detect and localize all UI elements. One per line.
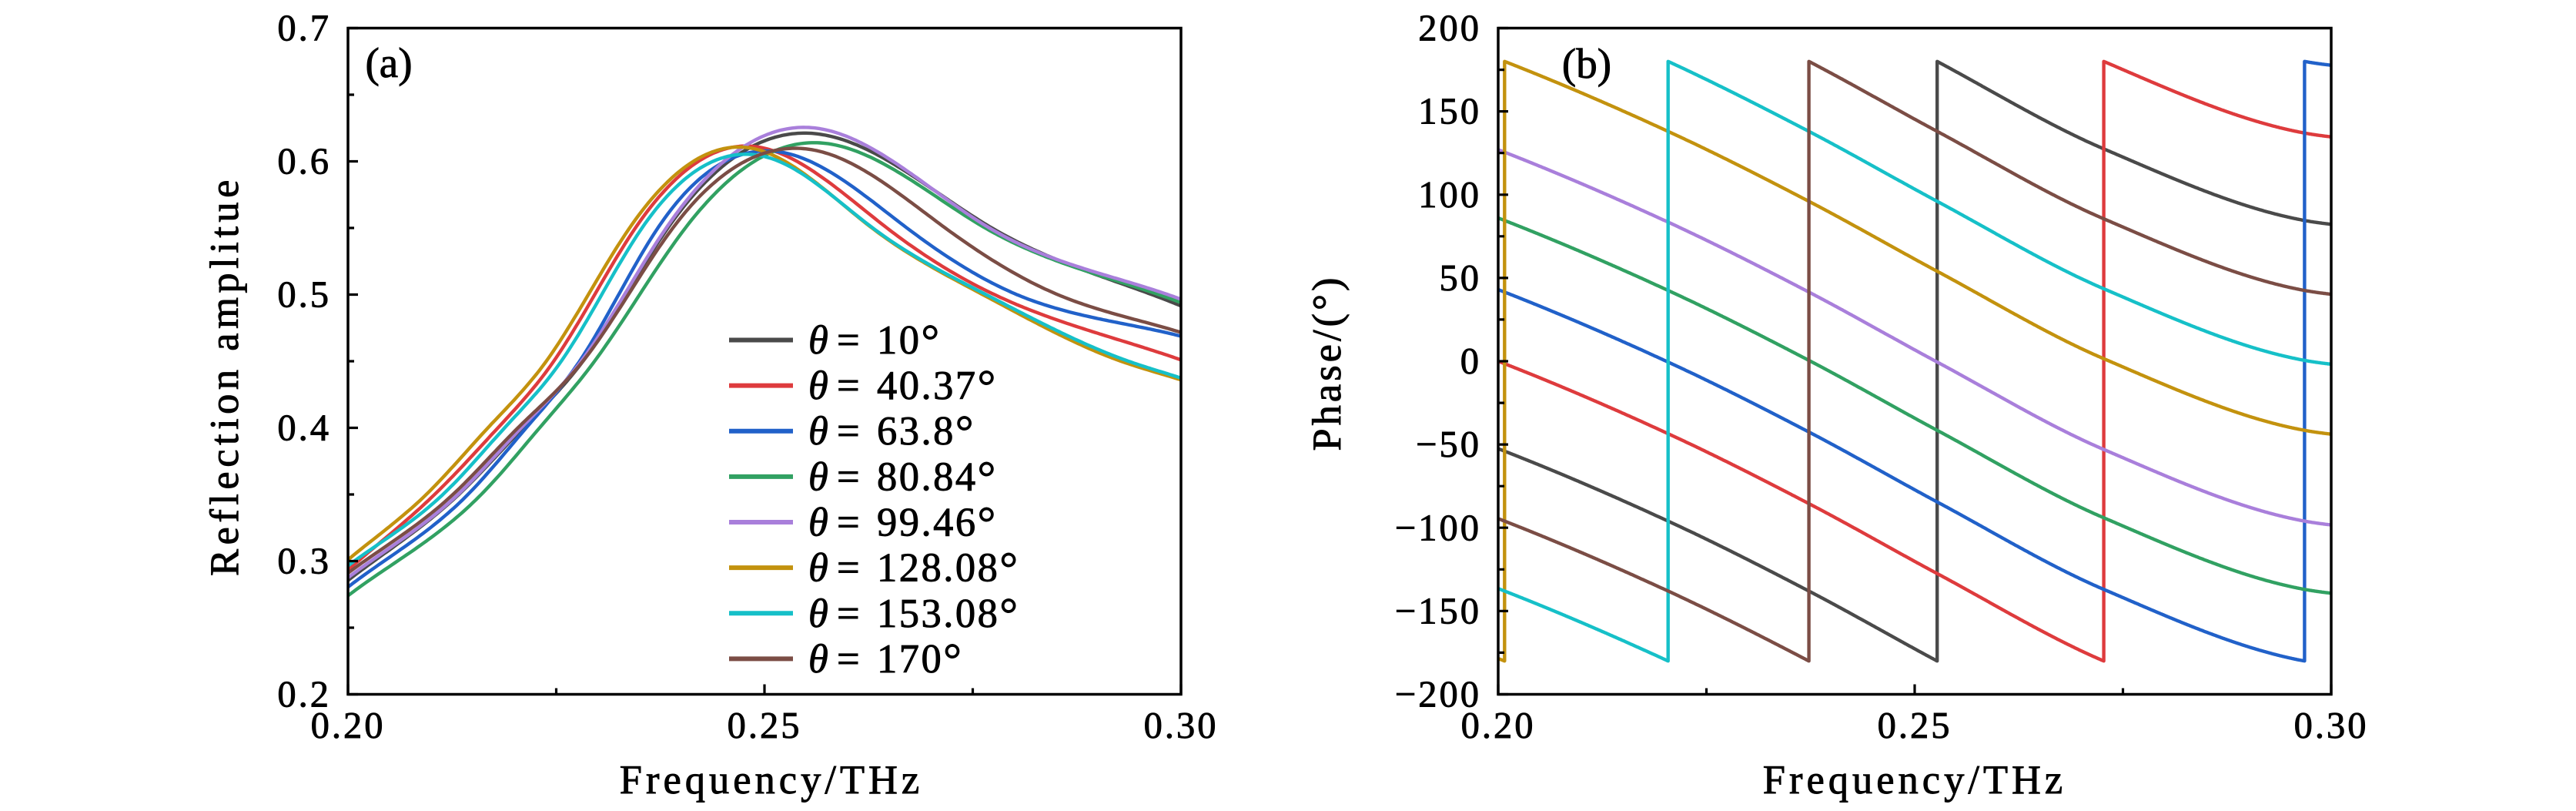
svg-text:50: 50: [1440, 258, 1482, 299]
svg-text:0.6: 0.6: [277, 142, 331, 183]
svg-text:150: 150: [1418, 92, 1481, 132]
svg-text:(a): (a): [365, 39, 412, 86]
svg-text:Frequency/THz: Frequency/THz: [620, 758, 923, 803]
svg-text:−50: −50: [1416, 424, 1481, 465]
svg-text:−100: −100: [1395, 508, 1481, 548]
svg-text:θ=80.84°: θ = 80.84°: [808, 451, 995, 502]
svg-text:0.25: 0.25: [728, 705, 802, 746]
svg-text:θ=63.8°: θ = 63.8°: [808, 406, 973, 457]
svg-text:0.5: 0.5: [277, 275, 331, 316]
svg-text:θ=40.37°: θ = 40.37°: [808, 360, 995, 411]
svg-text:0.20: 0.20: [311, 705, 386, 746]
svg-text:(b): (b): [1562, 40, 1611, 87]
svg-text:0.3: 0.3: [277, 541, 331, 582]
svg-text:−150: −150: [1395, 591, 1481, 632]
svg-text:−200: −200: [1395, 675, 1481, 715]
svg-text:0.7: 0.7: [277, 8, 331, 49]
svg-text:100: 100: [1418, 175, 1481, 216]
svg-text:Reflection amplitue: Reflection amplitue: [202, 176, 247, 576]
svg-text:0.4: 0.4: [277, 408, 331, 449]
svg-text:θ=170°: θ = 170°: [808, 634, 962, 685]
svg-text:θ=99.46°: θ = 99.46°: [808, 498, 995, 548]
svg-text:0.30: 0.30: [1144, 705, 1219, 746]
svg-text:0.20: 0.20: [1461, 705, 1536, 746]
svg-text:Phase/(°): Phase/(°): [1305, 274, 1350, 451]
svg-text:0.2: 0.2: [277, 675, 331, 715]
svg-text:0.25: 0.25: [1878, 705, 1952, 746]
svg-text:0: 0: [1460, 341, 1481, 382]
svg-text:0.30: 0.30: [2294, 705, 2369, 746]
svg-text:200: 200: [1418, 8, 1481, 49]
svg-text:θ=128.08°: θ = 128.08°: [808, 543, 1018, 594]
svg-text:θ=10°: θ = 10°: [808, 315, 939, 366]
svg-text:Frequency/THz: Frequency/THz: [1763, 758, 2066, 803]
svg-text:θ=153.08°: θ = 153.08°: [808, 588, 1018, 639]
